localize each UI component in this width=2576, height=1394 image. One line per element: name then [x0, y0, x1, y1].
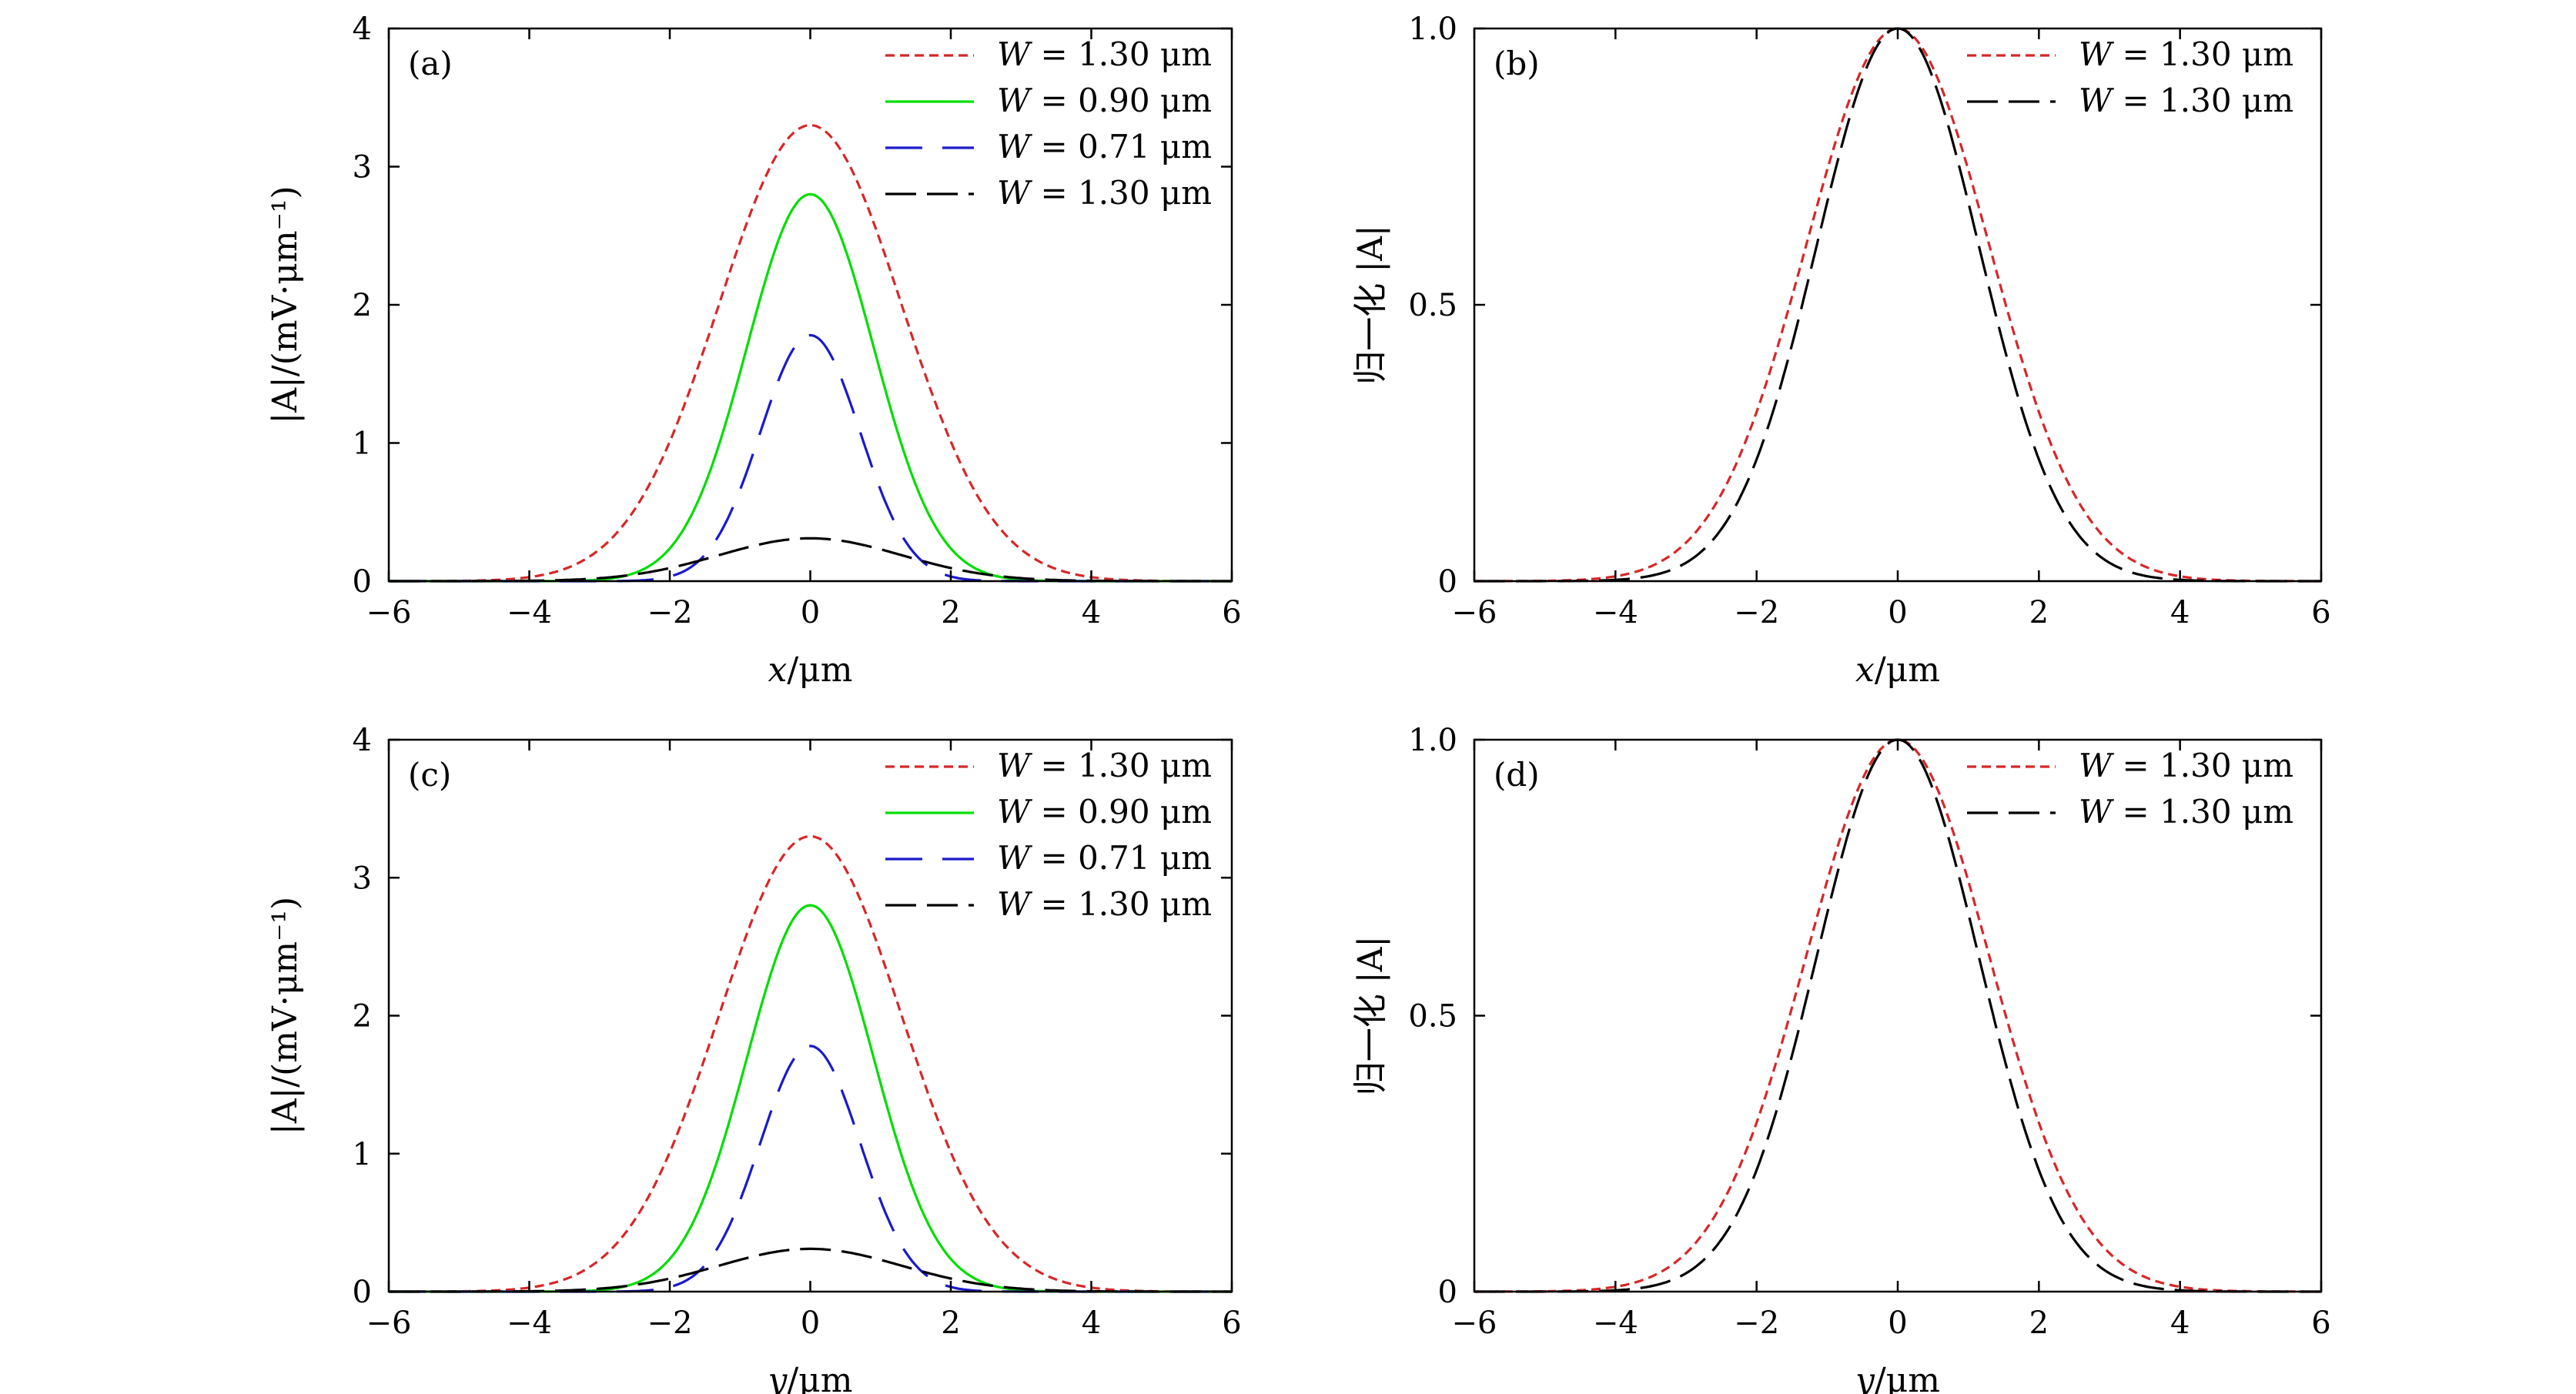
- y-tick-label: 1.0: [1408, 12, 1457, 47]
- x-tick-label: 4: [2170, 595, 2190, 630]
- x-tick-label: 0: [801, 595, 820, 630]
- y-tick-label: 3: [353, 861, 372, 896]
- legend-label: W = 1.30 μm: [997, 747, 1212, 784]
- panel-label: (a): [408, 45, 453, 82]
- x-axis-label: y/μm: [1854, 1361, 1940, 1394]
- x-tick-label: 2: [941, 1305, 960, 1341]
- y-axis-label: |A|/(mV·μm⁻¹): [266, 186, 305, 423]
- x-tick-label: 4: [2170, 1305, 2190, 1341]
- y-axis-label: 归一化 |A|: [1351, 225, 1390, 384]
- x-tick-label: −6: [366, 595, 412, 630]
- x-tick-label: −4: [507, 595, 552, 630]
- legend-label: W = 0.71 μm: [997, 839, 1212, 877]
- x-tick-label: 2: [2029, 1305, 2049, 1341]
- panel-2: −6 −4 −2 0 2 4 6 0 1 2 3 4 y/μm |A|/(mV·μm⁻¹) (c) W = 1…: [266, 723, 1242, 1394]
- x-tick-label: −6: [366, 1305, 412, 1341]
- legend-label: W = 1.30 μm: [997, 885, 1212, 923]
- x-tick-label: 6: [1222, 1305, 1241, 1341]
- y-tick-label: 1: [353, 1137, 372, 1172]
- y-tick-label: 2: [353, 999, 372, 1035]
- legend-label: W = 1.30 μm: [2079, 747, 2293, 784]
- y-tick-label: 0: [1438, 564, 1457, 600]
- y-tick-label: 0: [353, 1275, 372, 1310]
- x-tick-label: −4: [1593, 1305, 1638, 1341]
- x-tick-label: −2: [647, 1305, 693, 1341]
- x-axis-label: x/μm: [768, 650, 853, 690]
- legend-label: W = 1.30 μm: [997, 174, 1212, 212]
- x-tick-label: −6: [1452, 595, 1497, 630]
- y-axis-label: |A|/(mV·μm⁻¹): [266, 897, 305, 1135]
- x-axis-label: y/μm: [766, 1361, 852, 1394]
- x-tick-label: 6: [1222, 595, 1241, 630]
- x-tick-label: −2: [1734, 595, 1779, 630]
- legend-label: W = 1.30 μm: [997, 35, 1212, 73]
- y-tick-label: 3: [353, 150, 372, 186]
- x-tick-label: 0: [1888, 1305, 1907, 1341]
- panel-label: (c): [408, 756, 451, 794]
- panel-3: −6 −4 −2 0 2 4 6 0 0.5 1.0 y/μm 归一化 |A| (d) W = 1.30 …: [1351, 723, 2331, 1394]
- y-tick-label: 1.0: [1408, 723, 1457, 758]
- y-tick-label: 0.5: [1408, 999, 1457, 1035]
- y-tick-label: 0: [1438, 1275, 1457, 1310]
- x-tick-label: 0: [801, 1305, 820, 1341]
- y-tick-label: 0: [353, 564, 372, 600]
- series-line-1: [389, 904, 1232, 1293]
- x-axis-label: x/μm: [1855, 650, 1940, 690]
- panel-1: −6 −4 −2 0 2 4 6 0 0.5 1.0 x/μm 归一化 |A| (b) W = 1.30 …: [1351, 12, 2331, 690]
- y-tick-label: 0.5: [1408, 288, 1457, 323]
- x-tick-label: 6: [2311, 595, 2330, 630]
- x-tick-label: −4: [1593, 595, 1638, 630]
- legend-label: W = 1.30 μm: [2079, 793, 2293, 831]
- legend-label: W = 1.30 μm: [2079, 35, 2293, 73]
- x-tick-label: −2: [1734, 1305, 1779, 1341]
- panel-0: −6 −4 −2 0 2 4 6 0 1 2 3 4 x/μm |A|/(mV·μm⁻¹) (a) W = 1…: [266, 12, 1242, 690]
- x-tick-label: −6: [1452, 1305, 1497, 1341]
- x-tick-label: 2: [941, 595, 960, 630]
- legend-label: W = 1.30 μm: [2079, 82, 2293, 119]
- x-tick-label: 0: [1888, 595, 1907, 630]
- series-line-1: [389, 192, 1232, 583]
- legend-label: W = 0.90 μm: [997, 82, 1212, 119]
- y-tick-label: 4: [353, 12, 372, 47]
- x-tick-label: 4: [1082, 1305, 1101, 1341]
- y-axis-label: 归一化 |A|: [1351, 936, 1390, 1095]
- series-line-2: [389, 1045, 1232, 1293]
- x-tick-label: 4: [1082, 595, 1101, 630]
- x-tick-label: 2: [2029, 595, 2049, 630]
- series-line-2: [389, 333, 1232, 583]
- y-tick-label: 4: [353, 723, 372, 758]
- x-tick-label: −2: [647, 595, 693, 630]
- x-tick-label: −4: [507, 1305, 552, 1341]
- panel-label: (d): [1494, 756, 1540, 794]
- y-tick-label: 1: [353, 426, 372, 462]
- panel-label: (b): [1494, 45, 1540, 82]
- y-tick-label: 2: [353, 288, 372, 323]
- x-tick-label: 6: [2311, 1305, 2330, 1341]
- legend-label: W = 0.71 μm: [997, 128, 1212, 165]
- legend-label: W = 0.90 μm: [997, 793, 1212, 831]
